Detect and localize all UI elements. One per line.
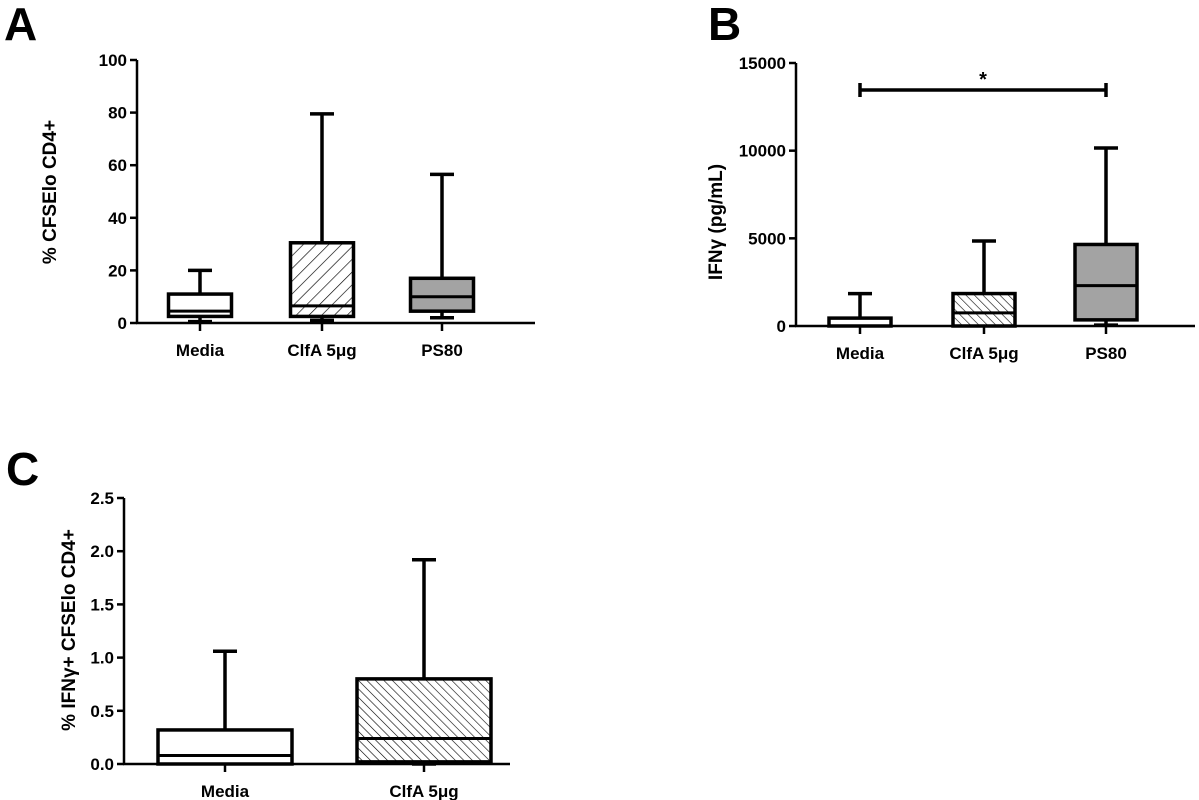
box-1 — [827, 291, 893, 328]
y-tick-label: 2.5 — [90, 489, 114, 508]
box-2 — [288, 112, 356, 323]
box-rect — [355, 677, 493, 764]
y-tick-label: 0 — [118, 314, 127, 333]
panel-letter: B — [708, 0, 741, 50]
x-category-label: ClfA 5μg — [949, 344, 1018, 363]
x-category-label: Media — [176, 341, 225, 360]
x-category-label: Media — [201, 782, 250, 800]
y-tick-label: 100 — [99, 51, 127, 70]
panel-b-chart: B IFNγ (pg/mL) 0 5000 10000 15000 Media ClfA 5μ… — [706, 0, 1195, 363]
y-axis-title: IFNγ (pg/mL) — [706, 164, 727, 280]
panel-c-chart: C % IFNγ+ CFSElo CD4+ 0.0 0.5 1.0 1.5 2.0 2.5 Me… — [6, 443, 510, 800]
box-2 — [951, 239, 1017, 328]
x-category-label: ClfA 5μg — [389, 782, 458, 800]
y-tick-label: 2.0 — [90, 542, 114, 561]
y-tick-label: 10000 — [739, 142, 786, 161]
panel-letter: A — [4, 0, 37, 50]
box-1 — [166, 268, 234, 324]
panel-a-chart: A % CFSElo CD4+ 0 20 40 60 80 100 Media ClfA 5μg P… — [4, 0, 535, 360]
box-rect — [1073, 242, 1139, 322]
y-axis-title: % CFSElo CD4+ — [40, 120, 61, 264]
panel-letter: C — [6, 443, 39, 495]
y-tick-label: 0 — [777, 317, 786, 336]
y-tick-label: 0.0 — [90, 755, 114, 774]
box-1 — [156, 649, 294, 766]
x-category-label: Media — [836, 344, 885, 363]
y-tick-label: 20 — [108, 261, 127, 280]
box-rect — [156, 728, 294, 766]
y-axis-title: % IFNγ+ CFSElo CD4+ — [59, 529, 80, 731]
x-category-label: PS80 — [1085, 344, 1127, 363]
box-rect — [951, 291, 1017, 328]
box-rect — [408, 276, 476, 313]
significance-label: * — [979, 69, 987, 91]
box-rect — [288, 241, 356, 319]
box-3 — [408, 172, 476, 320]
box-2 — [355, 557, 493, 766]
y-tick-label: 60 — [108, 156, 127, 175]
box-rect — [166, 292, 234, 319]
x-category-label: ClfA 5μg — [287, 341, 356, 360]
y-tick-label: 1.0 — [90, 649, 114, 668]
box-3 — [1073, 146, 1139, 327]
y-tick-label: 40 — [108, 209, 127, 228]
y-tick-label: 80 — [108, 104, 127, 123]
y-tick-label: 5000 — [748, 229, 786, 248]
y-tick-label: 15000 — [739, 54, 786, 73]
y-tick-label: 0.5 — [90, 702, 114, 721]
x-category-label: PS80 — [421, 341, 463, 360]
y-tick-label: 1.5 — [90, 595, 114, 614]
significance-bracket: * — [858, 69, 1108, 97]
